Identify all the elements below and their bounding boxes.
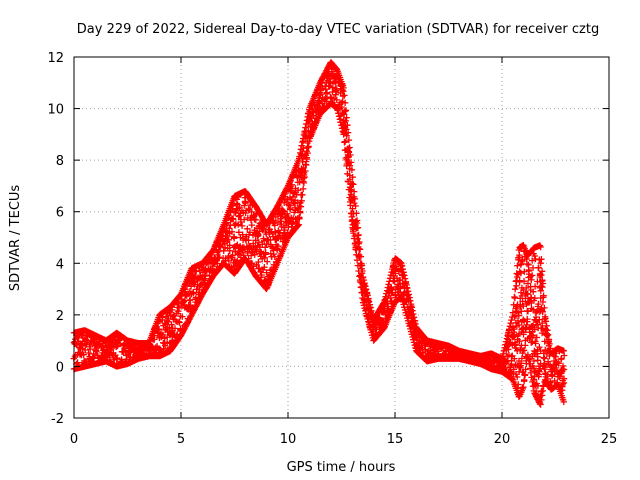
y-tick-label: 0 <box>56 360 64 375</box>
sdtvar-series-points <box>70 59 568 408</box>
x-tick-label: 10 <box>280 432 297 447</box>
x-tick-label: 15 <box>387 432 404 447</box>
chart-title: Day 229 of 2022, Sidereal Day-to-day VTE… <box>77 22 599 37</box>
plot-frame <box>73 56 610 419</box>
y-tick-label: 8 <box>56 154 64 169</box>
y-tick-label: 4 <box>56 257 64 272</box>
x-tick-label: 25 <box>601 432 618 447</box>
y-tick-label: 12 <box>47 51 64 66</box>
x-tick-label: 20 <box>494 432 511 447</box>
y-tick-label: 10 <box>47 103 64 118</box>
y-axis-label: SDTVAR / TECUs <box>8 185 23 292</box>
x-tick-label: 0 <box>70 432 78 447</box>
y-tick-label: 2 <box>56 309 64 324</box>
data-points <box>70 59 568 408</box>
y-tick-labels: -2 0 2 4 6 8 10 12 <box>47 51 64 427</box>
y-tick-label: 6 <box>56 206 64 221</box>
axis-ticks <box>73 56 610 419</box>
y-tick-label: -2 <box>51 412 64 427</box>
x-tick-label: 5 <box>177 432 185 447</box>
x-tick-labels: 0 5 10 15 20 25 <box>70 432 617 447</box>
x-axis-label: GPS time / hours <box>287 460 396 475</box>
